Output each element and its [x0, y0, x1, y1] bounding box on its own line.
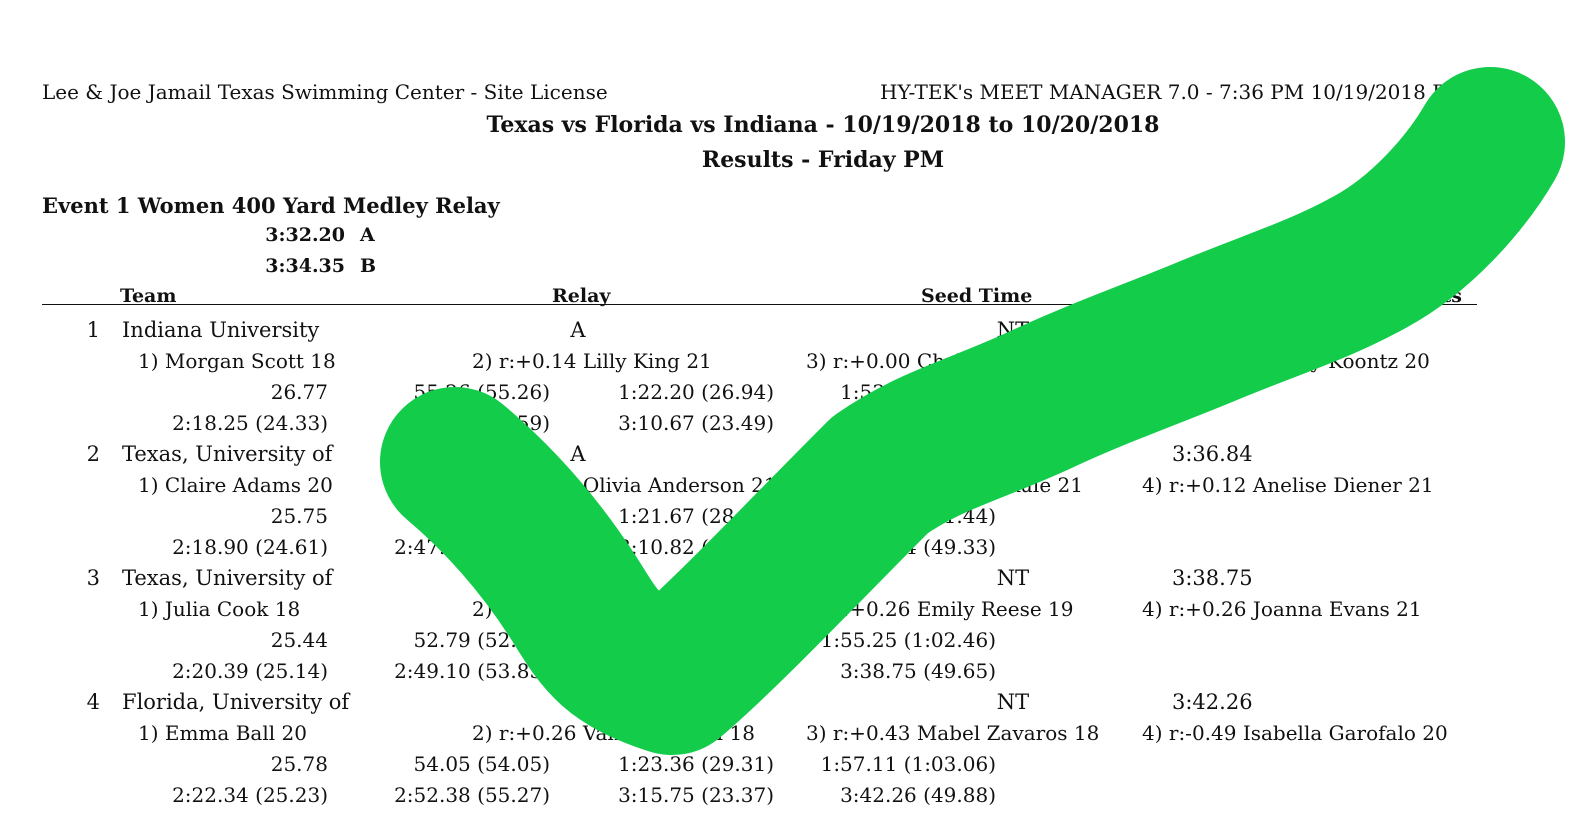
swimmer-leg-1: 1) Emma Ball 20: [138, 721, 307, 745]
split: 2:52.38 (55.27): [394, 783, 550, 807]
standard-label-b: B: [360, 255, 377, 277]
seed-time: NT: [996, 690, 1030, 714]
seed-time: NT: [996, 318, 1030, 342]
place: 1: [86, 318, 100, 342]
relay-letter: B: [570, 566, 586, 590]
finals-time: 3:42.26: [1172, 690, 1253, 714]
team-name: Texas, University of: [122, 442, 333, 466]
split: 2:18.90 (24.61): [172, 535, 328, 559]
seed-time: NT: [996, 566, 1030, 590]
swimmer-leg-2: 2) r:+0.22 Kennedy Lohman 19: [472, 597, 791, 621]
split: 2:22.34 (25.23): [172, 783, 328, 807]
swimmer-leg-3: 3) r:+0.31 Remedy Rule 21: [806, 473, 1083, 497]
split: 1:54.28 (1:01.44): [820, 504, 996, 528]
split: 26.77: [270, 380, 328, 404]
swimmer-leg-2: 2) r:+0.14 Lilly King 21: [472, 349, 712, 373]
swimmer-leg-3: 3) r:+0.26 Emily Reese 19: [806, 597, 1074, 621]
swimmer-leg-1: 1) Julia Cook 18: [138, 597, 301, 621]
split: 25.75: [270, 504, 328, 528]
swimmer-leg-2: 2) r:+0.26 Vanessa Pearl 18: [472, 721, 755, 745]
swimmer-leg-4: 4) r:+0.08 Shelby Koontz 20: [1142, 349, 1430, 373]
team-name: Florida, University of: [122, 690, 350, 714]
split: 52.84 (52.84): [413, 504, 550, 528]
swimmer-leg-4: 4) r:-0.49 Isabella Garofalo 20: [1142, 721, 1448, 745]
split: 1:21.67 (28.83): [618, 504, 774, 528]
split: 1:23.36 (29.31): [618, 752, 774, 776]
split: 1:22.20 (26.94): [618, 380, 774, 404]
finals-time: 3:36.84: [1172, 442, 1253, 466]
meet-title: Texas vs Florida vs Indiana - 10/19/2018…: [486, 112, 1160, 138]
split: 2:49.10 (53.85): [394, 659, 550, 683]
split: 3:13.40 (24.30): [618, 659, 774, 683]
site-license-text: Lee & Joe Jamail Texas Swimming Center -…: [42, 80, 608, 104]
split: 1:57.11 (1:03.06): [820, 752, 996, 776]
split: 1:53.92 (58.66): [840, 380, 996, 404]
event-title: Event 1 Women 400 Yard Medley Relay: [42, 193, 500, 218]
place: 2: [86, 442, 100, 466]
split: 2:47.51 (53.23): [394, 535, 550, 559]
column-header-team: Team: [120, 285, 177, 307]
split: 2:20.39 (25.14): [172, 659, 328, 683]
split: 3:36.84 (49.33): [840, 535, 996, 559]
standard-label-a: A: [360, 224, 375, 246]
team-name: Texas, University of: [122, 566, 333, 590]
swimmer-leg-1: 1) Morgan Scott 18: [138, 349, 336, 373]
relay-letter: A: [570, 318, 586, 342]
split: 1:22.79 (30.00): [618, 628, 774, 652]
split: 52.79 (52.79): [413, 628, 550, 652]
swimmer-leg-4: 4) r:+0.12 Anelise Diener 21: [1142, 473, 1434, 497]
team-name: Indiana University: [122, 318, 320, 342]
swimmer-leg-1: 1) Claire Adams 20: [138, 473, 333, 497]
standard-time-a: 3:32.20: [265, 224, 345, 246]
split: 54.05 (54.05): [413, 752, 550, 776]
split: 25.78: [270, 752, 328, 776]
session-title: Results - Friday PM: [701, 147, 945, 173]
swimmer-leg-2: 2) r:+0.10 Olivia Anderson 21: [472, 473, 777, 497]
swimmer-leg-3: 3) r:+0.43 Mabel Zavaros 18: [806, 721, 1100, 745]
swimmer-leg-4: 4) r:+0.26 Joanna Evans 21: [1142, 597, 1422, 621]
split: 3:15.75 (23.37): [618, 783, 774, 807]
split: 3:42.26 (49.88): [840, 783, 996, 807]
split: 2:18.25 (24.33): [172, 411, 328, 435]
split: 3:10.67 (23.49): [618, 411, 774, 435]
relay-letter: A: [570, 442, 586, 466]
finals-time: 3:36.71: [1172, 318, 1253, 342]
header-divider: [42, 304, 1477, 305]
seed-time: NT: [996, 442, 1030, 466]
software-header-text: HY-TEK's MEET MANAGER 7.0 - 7:36 PM 10/1…: [880, 80, 1501, 104]
finals-time: 3:38.75: [1172, 566, 1253, 590]
relay-letter: A: [570, 690, 586, 714]
split: 3:36.71 (50.20): [840, 411, 996, 435]
standard-time-b: 3:34.35: [265, 255, 345, 277]
split: 25.44: [270, 628, 328, 652]
swimmer-leg-3: 3) r:+0.00 Christie Jensen 21: [806, 349, 1104, 373]
split: 2:46.51 (52.59): [394, 411, 550, 435]
place: 3: [86, 566, 100, 590]
split: 1:55.25 (1:02.46): [820, 628, 996, 652]
place: 4: [86, 690, 100, 714]
split: 3:10.82 (23.31): [618, 535, 774, 559]
split: 55.26 (55.26): [413, 380, 550, 404]
split: 3:38.75 (49.65): [840, 659, 996, 683]
